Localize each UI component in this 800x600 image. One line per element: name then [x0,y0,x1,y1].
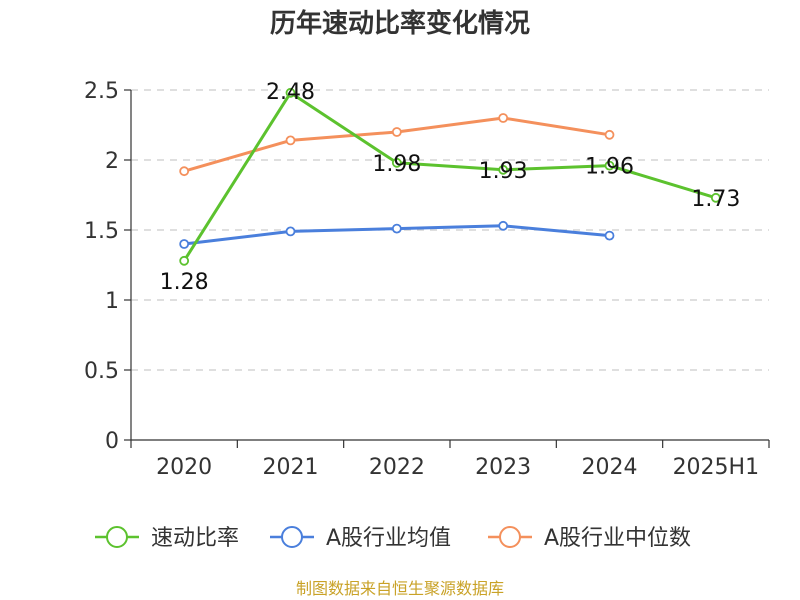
data-point[interactable] [710,192,721,203]
y-tick-label: 1.5 [84,219,119,244]
data-point[interactable] [285,226,296,237]
data-point[interactable] [391,157,402,168]
data-label: 1.73 [691,187,740,212]
x-tick-label: 2020 [156,455,212,480]
data-point[interactable] [285,135,296,146]
data-point[interactable] [391,223,402,234]
series-line-0 [182,91,717,262]
y-tick-label: 1 [105,289,119,314]
data-point[interactable] [604,160,615,171]
x-tick-label: 2022 [369,455,425,480]
data-point[interactable] [498,164,509,175]
chart-title: 历年速动比率变化情况 [270,8,530,39]
series-layer [179,87,721,266]
y-tick-label: 2 [105,149,119,174]
legend-marker [106,526,128,548]
data-label: 1.96 [585,155,634,180]
legend[interactable]: 速动比率 A股行业均值 A股行业中位数 [95,526,691,551]
data-point[interactable] [391,127,402,137]
legend-label[interactable]: A股行业均值 [326,526,451,551]
x-tick-label: 2023 [475,455,531,480]
data-point[interactable] [179,239,190,249]
data-point[interactable] [285,87,296,98]
data-point[interactable] [498,113,509,123]
y-tick-label: 0.5 [84,359,119,384]
legend-label[interactable]: 速动比率 [151,526,239,551]
legend-label[interactable]: A股行业中位数 [544,526,691,551]
x-tick-label: 2025H1 [673,455,760,480]
x-tick-label: 2021 [263,455,319,480]
data-label: 1.93 [479,159,528,184]
data-point[interactable] [604,129,615,140]
data-labels: 1.28 2.48 1.98 1.93 1.96 1.73 [160,80,741,295]
data-label: 1.28 [160,270,209,295]
axes: 0 0.5 1 1.5 2 2.5 2020 2021 2022 2023 2024 2025H1 [84,79,770,480]
grid [131,89,769,371]
y-tick-label: 2.5 [84,79,119,104]
source-note: 制图数据来自恒生聚源数据库 [296,579,504,598]
x-tick-label: 2024 [582,455,638,480]
data-point[interactable] [179,166,190,177]
legend-marker [499,526,521,548]
data-label: 2.48 [266,80,315,105]
data-point[interactable] [604,230,615,241]
y-tick-label: 0 [105,429,119,454]
data-label: 1.98 [372,152,421,177]
data-point[interactable] [179,255,190,266]
legend-marker [281,526,303,548]
data-point[interactable] [498,220,509,231]
